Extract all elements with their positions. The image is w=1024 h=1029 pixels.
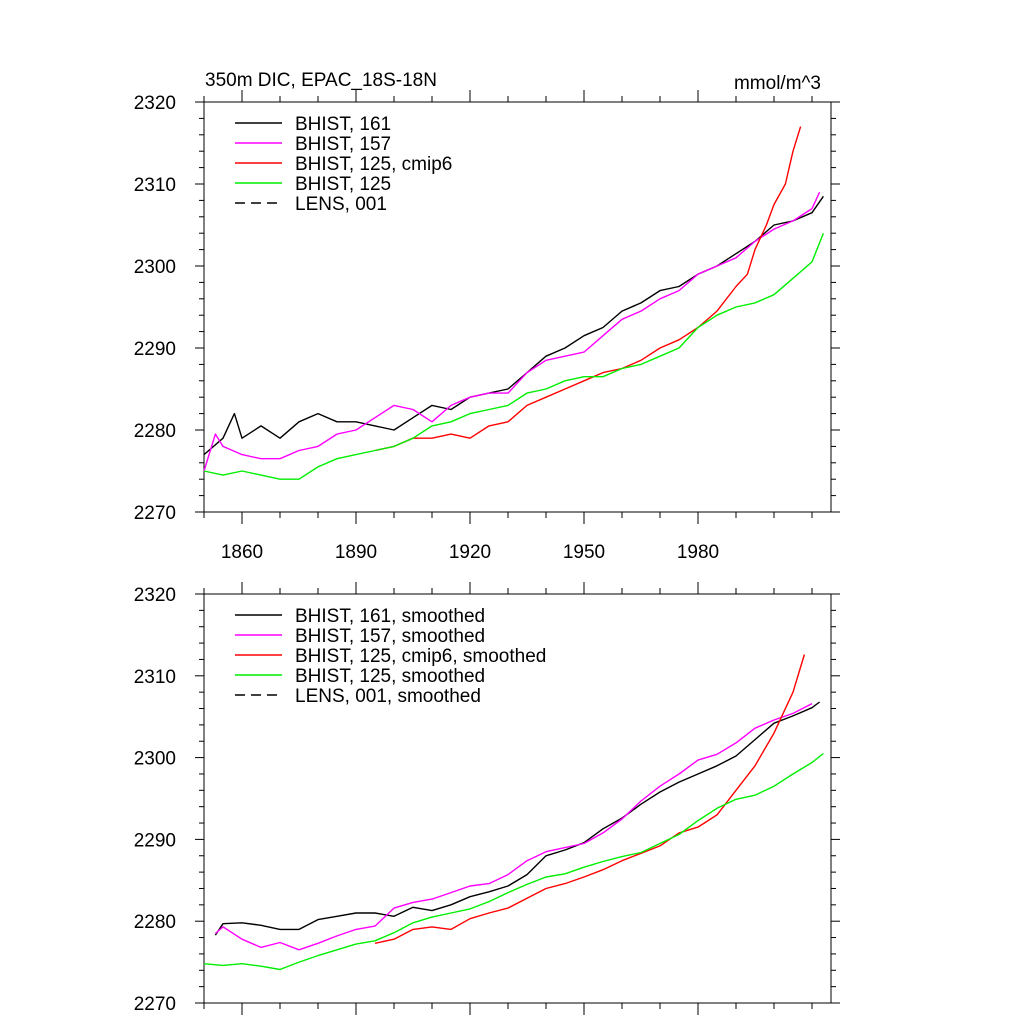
legend-label: BHIST, 125: [295, 174, 391, 195]
series-line-4: [203, 232, 825, 480]
series-line-1: [203, 195, 824, 456]
y-tick-label: 2290: [134, 830, 176, 851]
x-tick-label: 1980: [677, 542, 719, 563]
legend-label: BHIST, 125, cmip6, smoothed: [295, 646, 546, 667]
y-tick-label: 2320: [134, 585, 176, 606]
legend-label: BHIST, 157: [295, 134, 391, 155]
units-label: mmol/m^3: [734, 73, 821, 94]
series-line-1: [214, 701, 821, 936]
x-tick-label: 1950: [563, 542, 605, 563]
y-tick-label: 2300: [134, 257, 176, 278]
legend-label: LENS, 001: [295, 194, 387, 215]
legend-label: BHIST, 161: [295, 114, 391, 135]
x-tick-label: 1860: [221, 542, 263, 563]
series-line-2: [214, 702, 813, 951]
y-tick-label: 2290: [134, 339, 176, 360]
y-tick-label: 2300: [134, 749, 176, 770]
plot-frame-1: [203, 101, 832, 513]
legend-label: LENS, 001, smoothed: [295, 686, 481, 707]
chart-title: 350m DIC, EPAC_18S-18N: [205, 70, 437, 91]
x-tick-label: 1920: [449, 542, 491, 563]
y-tick-label: 2270: [134, 994, 176, 1015]
series-line-3: [374, 654, 806, 944]
legend-label: BHIST, 125, cmip6: [295, 154, 452, 175]
y-tick-label: 2280: [134, 421, 176, 442]
plot-frame-2: [203, 593, 832, 1004]
series-line-4: [203, 752, 824, 971]
y-tick-label: 2310: [134, 667, 176, 688]
y-tick-label: 2310: [134, 175, 176, 196]
series-line-2: [203, 191, 821, 472]
series-line-3: [374, 126, 802, 452]
legend-label: BHIST, 125, smoothed: [295, 666, 485, 687]
legend-label: BHIST, 161, smoothed: [295, 606, 485, 627]
y-tick-label: 2280: [134, 912, 176, 933]
legend-label: BHIST, 157, smoothed: [295, 626, 485, 647]
x-tick-label: 1890: [335, 542, 377, 563]
y-tick-label: 2320: [134, 93, 176, 114]
y-tick-label: 2270: [134, 503, 176, 524]
